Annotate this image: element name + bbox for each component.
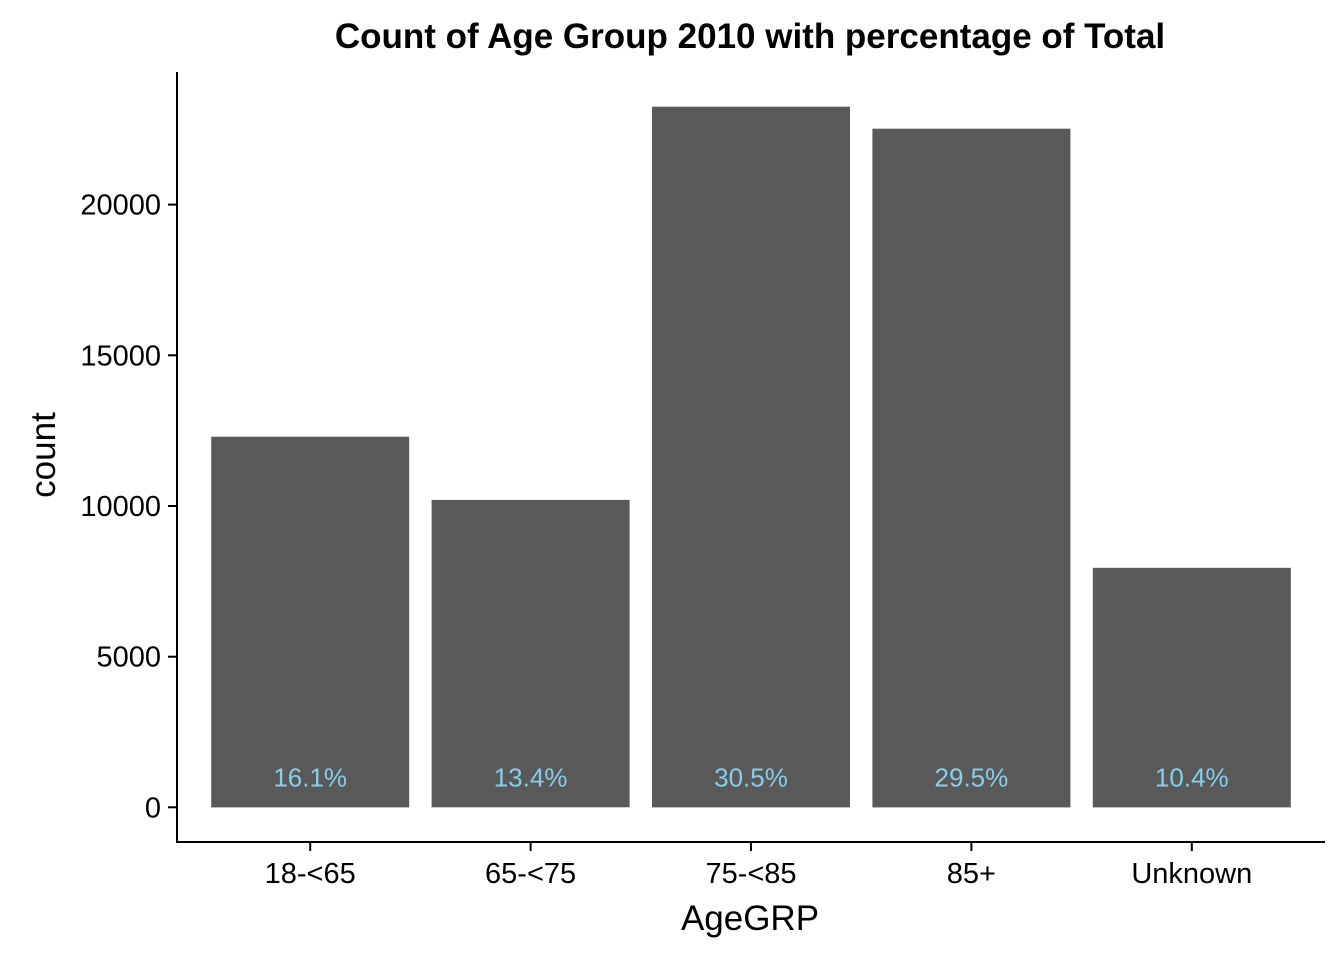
y-axis-title: count [24, 412, 63, 498]
axes-group: 18-<65 65-<75 75-<85 85+ Unknown 0 5000 10000 15… [80, 72, 1325, 890]
y-tick-label-1: 5000 [96, 642, 161, 674]
y-tick-label-2: 10000 [80, 491, 161, 523]
bar-data-label-3: 29.5% [935, 762, 1009, 792]
y-tick-label-4: 20000 [80, 190, 161, 222]
x-tick-label-3: 85+ [947, 858, 996, 890]
y-tick-label-3: 15000 [80, 340, 161, 372]
bar-data-label-0: 16.1% [273, 762, 347, 792]
bar-4 [1092, 567, 1291, 808]
chart-title: Count of Age Group 2010 with percentage … [335, 17, 1165, 56]
bar-labels-group: 16.1% 13.4% 30.5% 29.5% 10.4% [273, 762, 1228, 792]
x-tick-label-0: 18-<65 [265, 858, 356, 890]
bar-data-label-2: 30.5% [714, 762, 788, 792]
bar-3 [872, 128, 1071, 808]
bar-1 [431, 499, 630, 808]
x-tick-label-1: 65-<75 [485, 858, 576, 890]
bar-data-label-1: 13.4% [494, 762, 568, 792]
x-tick-label-4: Unknown [1131, 858, 1252, 890]
bar-2 [652, 106, 850, 808]
bars-group [211, 106, 1291, 808]
bar-0 [211, 436, 410, 808]
x-tick-label-2: 75-<85 [705, 858, 796, 890]
bar-data-label-4: 10.4% [1155, 762, 1229, 792]
x-axis-title: AgeGRP [681, 899, 819, 938]
y-tick-label-0: 0 [145, 792, 161, 824]
